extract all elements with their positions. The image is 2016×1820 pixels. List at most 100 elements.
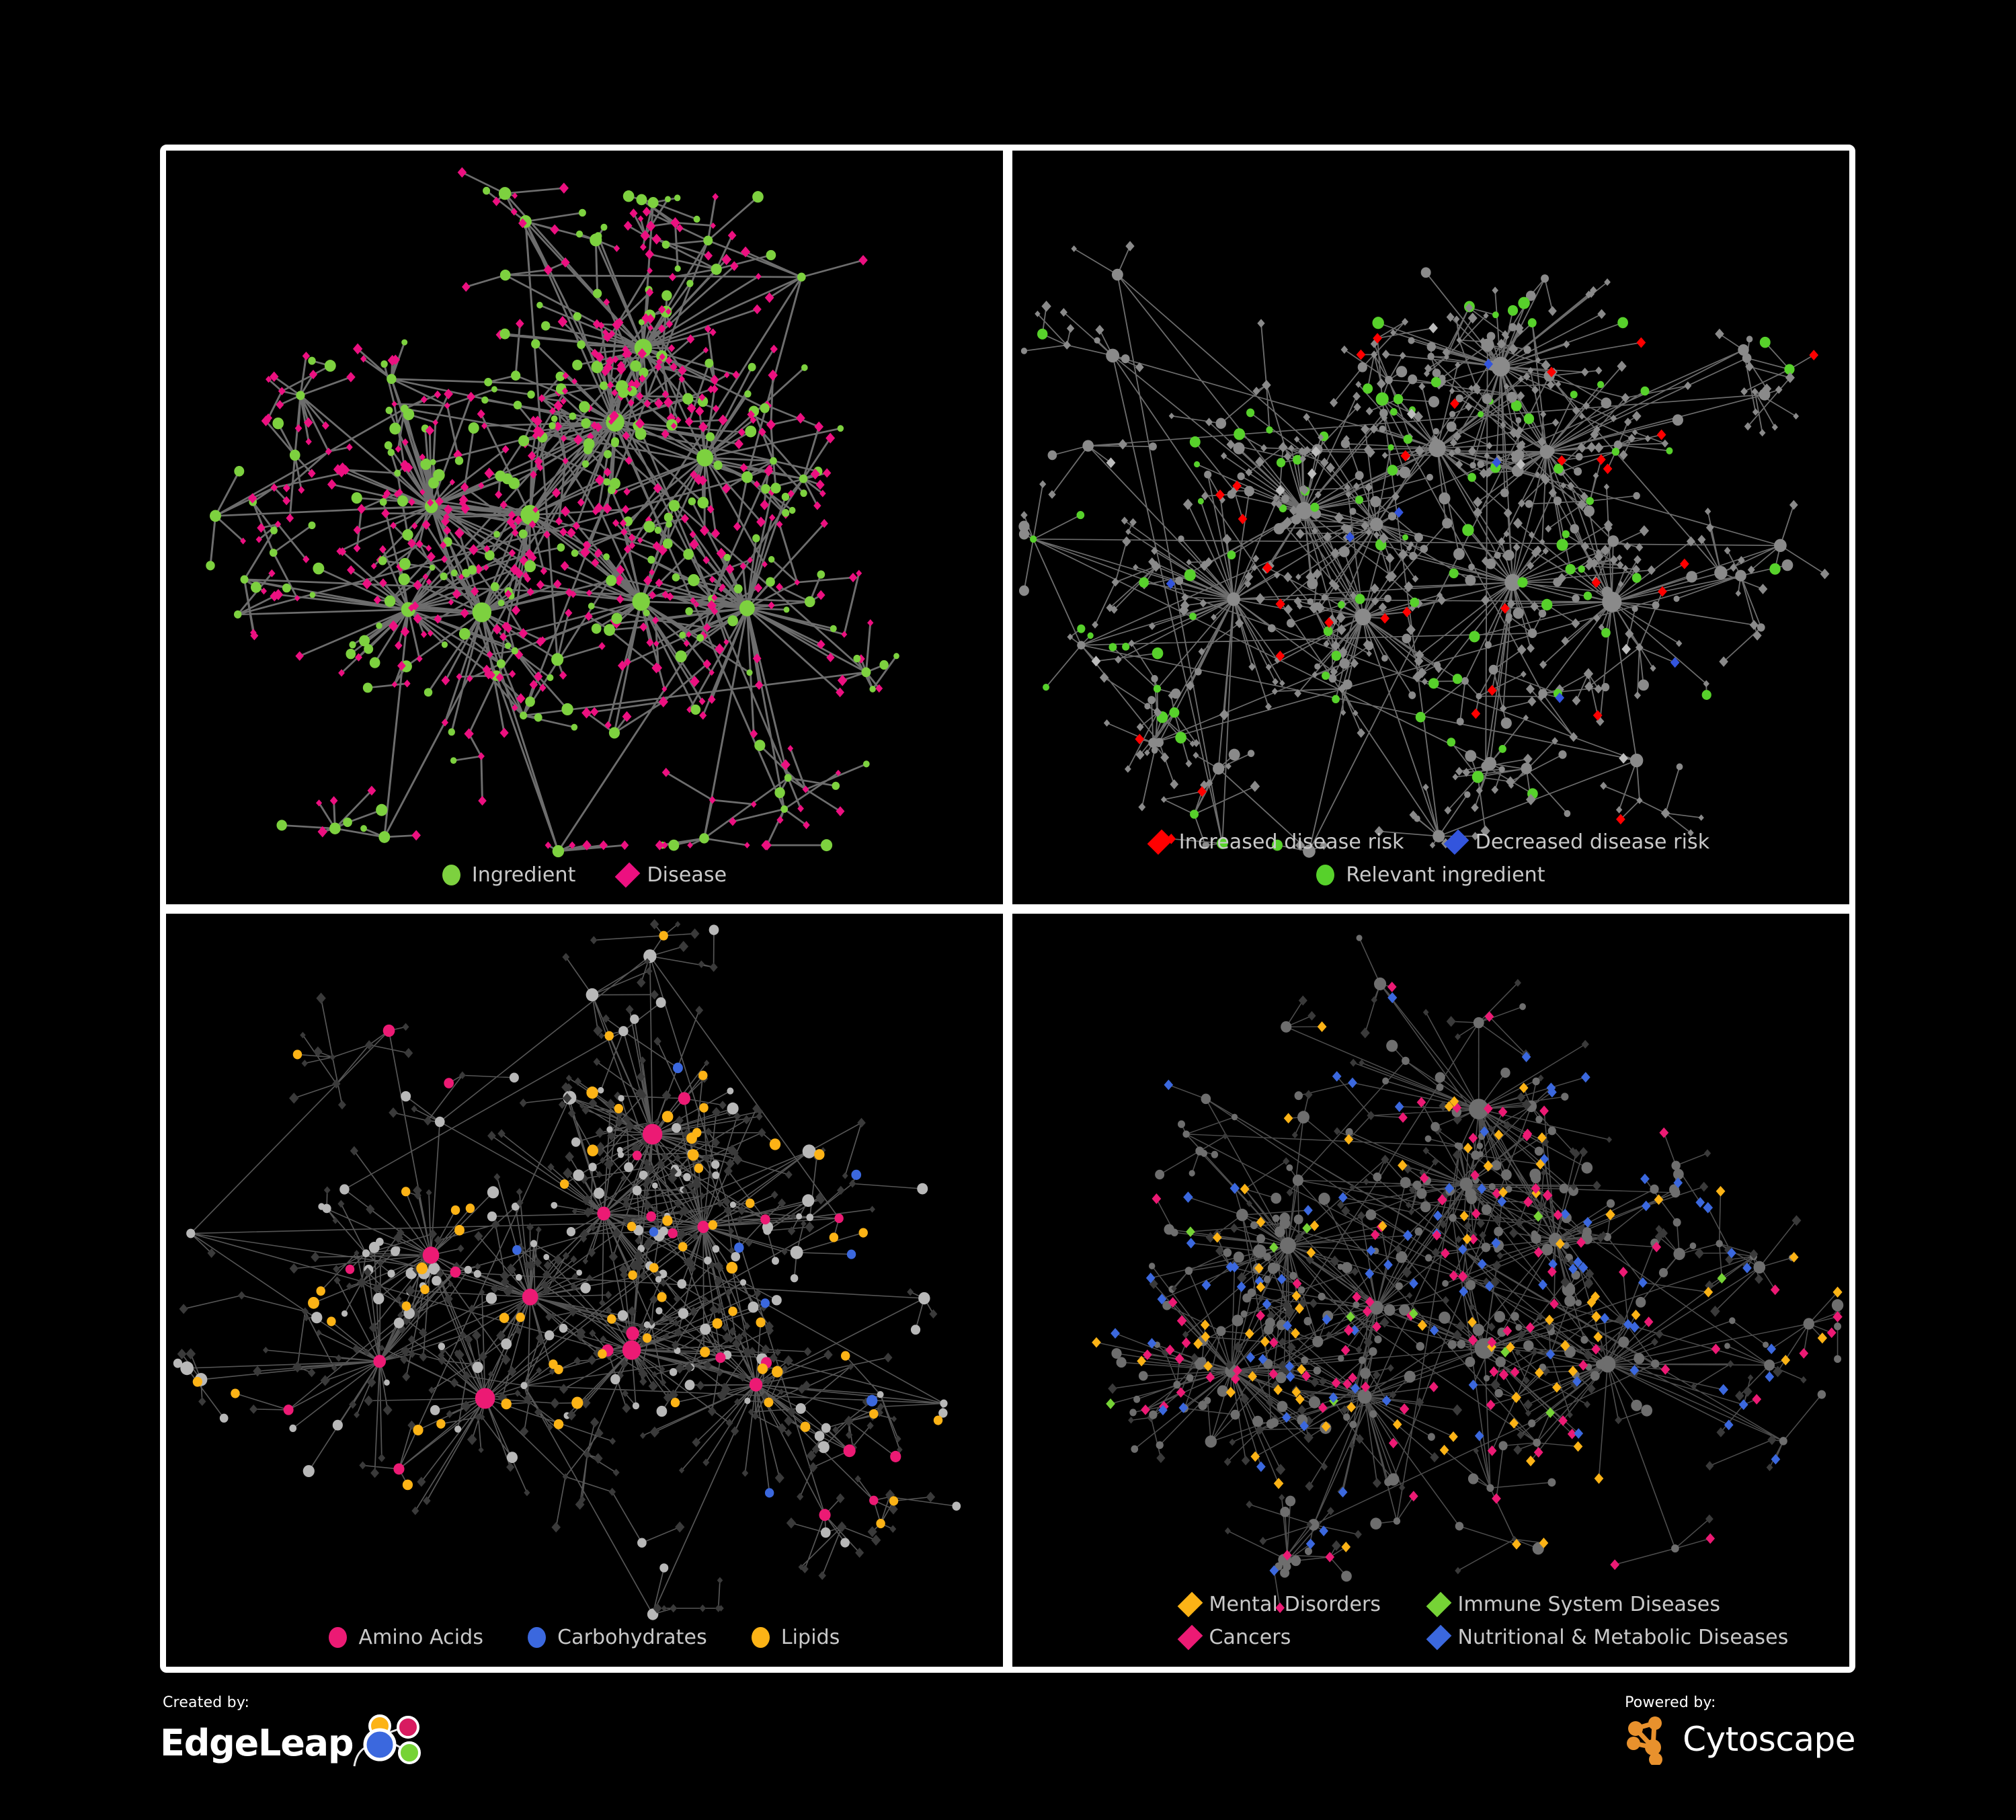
network-node-ingredient[interactable] [687, 1148, 699, 1160]
network-node-ingredient[interactable] [772, 1366, 783, 1378]
network-node-disease[interactable] [405, 1284, 415, 1296]
network-node-disease[interactable] [1489, 1366, 1499, 1377]
network-node-disease[interactable] [1252, 387, 1260, 396]
network-node-ingredient[interactable] [327, 1316, 336, 1326]
network-node-disease[interactable] [1118, 439, 1127, 450]
network-node-ingredient[interactable] [683, 1173, 691, 1181]
network-node-disease[interactable] [443, 526, 452, 535]
network-node-disease[interactable] [823, 468, 832, 478]
network-node-disease[interactable] [363, 1267, 372, 1277]
network-node-disease[interactable] [400, 459, 410, 471]
network-node-ingredient[interactable] [1272, 1214, 1280, 1222]
network-node-disease[interactable] [1520, 670, 1527, 678]
network-node-disease[interactable] [760, 500, 770, 510]
network-node-ingredient[interactable] [679, 631, 686, 639]
network-node-disease[interactable] [723, 371, 730, 379]
network-node-disease[interactable] [1323, 531, 1332, 542]
network-node-disease[interactable] [1581, 1039, 1589, 1049]
network-node-disease[interactable] [1353, 482, 1360, 490]
network-node-disease[interactable] [813, 501, 821, 510]
network-node-disease[interactable] [1487, 1445, 1497, 1456]
network-node-disease[interactable] [889, 1524, 897, 1533]
network-node-disease[interactable] [1684, 381, 1692, 391]
network-node-ingredient[interactable] [1638, 679, 1649, 691]
network-node-disease[interactable] [537, 464, 544, 472]
network-node-disease[interactable] [593, 1025, 603, 1036]
network-node-ingredient[interactable] [1420, 1201, 1431, 1212]
network-node-disease[interactable] [483, 564, 489, 571]
network-node-ingredient[interactable] [1343, 1413, 1350, 1421]
network-node-disease[interactable] [1365, 483, 1373, 492]
network-node-disease[interactable] [752, 304, 762, 315]
network-node-disease[interactable] [1111, 578, 1119, 587]
network-node-ingredient[interactable] [1151, 674, 1158, 682]
network-node-disease[interactable] [1303, 413, 1310, 422]
network-node-disease[interactable] [1171, 1285, 1177, 1292]
network-node-disease[interactable] [744, 842, 750, 848]
network-node-ingredient[interactable] [549, 422, 556, 430]
network-node-disease[interactable] [647, 325, 653, 331]
network-node-disease[interactable] [474, 1262, 481, 1270]
network-node-ingredient[interactable] [694, 1163, 704, 1173]
network-node-disease[interactable] [1513, 1444, 1523, 1455]
network-node-ingredient[interactable] [454, 1224, 465, 1236]
network-node-ingredient[interactable] [651, 1182, 658, 1189]
network-node-disease[interactable] [411, 1506, 419, 1515]
network-node-disease[interactable] [1352, 1291, 1362, 1302]
network-node-ingredient[interactable] [483, 186, 491, 195]
network-node-disease[interactable] [1255, 456, 1265, 468]
network-node-ingredient[interactable] [1384, 1477, 1392, 1486]
network-node-disease[interactable] [1832, 1286, 1843, 1298]
network-node-disease[interactable] [1203, 1360, 1213, 1372]
network-node-disease[interactable] [512, 704, 518, 711]
network-node-disease[interactable] [460, 503, 471, 514]
network-node-disease[interactable] [1535, 471, 1541, 478]
network-node-disease[interactable] [1124, 765, 1131, 773]
network-node-disease[interactable] [1394, 1101, 1404, 1112]
network-node-ingredient[interactable] [1263, 1253, 1271, 1261]
network-node-disease[interactable] [1291, 1386, 1301, 1397]
network-node-disease[interactable] [1624, 418, 1632, 426]
network-node-ingredient[interactable] [1439, 492, 1451, 505]
network-node-disease[interactable] [1419, 1172, 1429, 1183]
network-node-disease[interactable] [543, 530, 551, 539]
network-node-disease[interactable] [689, 1188, 696, 1196]
network-node-ingredient[interactable] [561, 703, 573, 716]
network-node-ingredient[interactable] [754, 740, 766, 752]
network-node-ingredient[interactable] [283, 1404, 294, 1415]
network-node-disease[interactable] [1514, 978, 1521, 987]
network-node-disease[interactable] [1468, 385, 1474, 391]
network-node-disease[interactable] [1200, 1319, 1210, 1330]
network-node-disease[interactable] [573, 434, 583, 446]
network-node-disease[interactable] [1545, 524, 1552, 533]
network-node-ingredient[interactable] [296, 391, 305, 400]
network-node-disease[interactable] [1186, 1237, 1196, 1249]
network-node-ingredient[interactable] [1488, 664, 1498, 675]
network-node-disease[interactable] [742, 1115, 751, 1124]
network-node-disease[interactable] [383, 489, 391, 498]
network-node-disease[interactable] [1505, 1341, 1515, 1353]
network-node-disease[interactable] [590, 1224, 597, 1232]
network-node-disease[interactable] [300, 1031, 306, 1038]
network-node-ingredient[interactable] [393, 1317, 405, 1329]
network-node-ingredient[interactable] [1671, 1544, 1679, 1552]
network-node-disease[interactable] [367, 1377, 376, 1388]
network-node-disease[interactable] [435, 496, 444, 506]
network-node-disease[interactable] [1106, 1398, 1115, 1409]
network-node-disease[interactable] [1593, 1331, 1603, 1342]
network-node-disease[interactable] [627, 1306, 637, 1316]
network-node-disease[interactable] [1453, 431, 1461, 441]
network-node-disease[interactable] [1535, 1158, 1545, 1169]
network-node-disease[interactable] [249, 629, 257, 637]
network-node-disease[interactable] [1558, 1415, 1568, 1426]
network-node-ingredient[interactable] [711, 264, 722, 275]
network-node-disease[interactable] [1556, 381, 1562, 388]
network-node-disease[interactable] [727, 1144, 737, 1156]
network-node-disease[interactable] [462, 1370, 471, 1381]
network-node-ingredient[interactable] [1408, 374, 1418, 385]
network-node-disease[interactable] [262, 1346, 269, 1353]
network-node-disease[interactable] [740, 246, 751, 258]
network-node-ingredient[interactable] [1131, 1445, 1139, 1453]
network-node-disease[interactable] [640, 1091, 647, 1099]
network-node-disease[interactable] [1452, 773, 1459, 781]
